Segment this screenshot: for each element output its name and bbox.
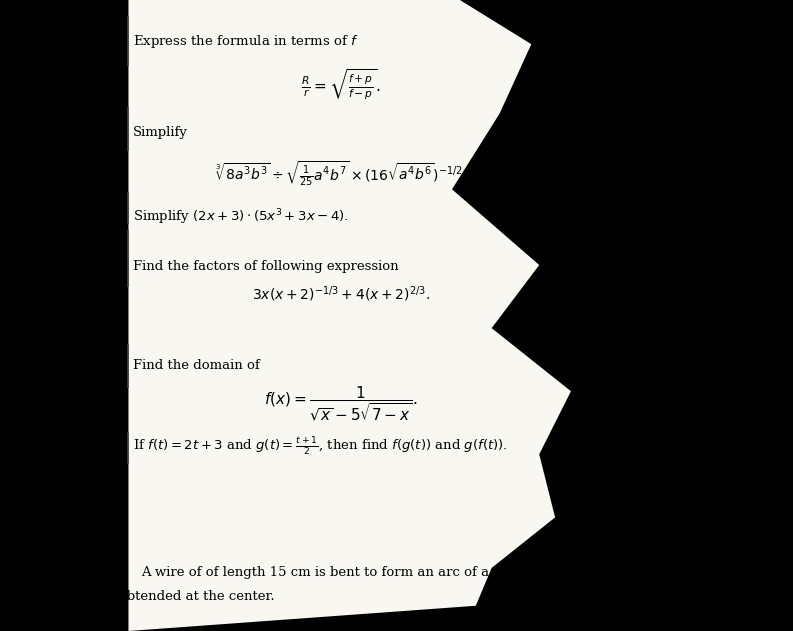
Polygon shape (128, 0, 571, 631)
Text: $3x(x+2)^{-1/3} + 4(x+2)^{2/3}.$: $3x(x+2)^{-1/3} + 4(x+2)^{2/3}.$ (252, 284, 430, 304)
Text: Find the domain of: Find the domain of (133, 360, 260, 372)
Text: Express the formula in terms of $f$: Express the formula in terms of $f$ (133, 33, 359, 49)
Text: $f(x) = \dfrac{1}{\sqrt{x}-5\sqrt{7-x}}.$: $f(x) = \dfrac{1}{\sqrt{x}-5\sqrt{7-x}}.… (264, 384, 418, 423)
Text: If $f(t) = 2t + 3$ and $g(t) = \frac{t+1}{2}$, then find $f(g(t))$ and $g(f(t)).: If $f(t) = 2t + 3$ and $g(t) = \frac{t+1… (133, 435, 508, 458)
Text: Simplify: Simplify (133, 126, 188, 139)
Text: $\frac{R}{r} = \sqrt{\frac{f+p}{f-p}}.$: $\frac{R}{r} = \sqrt{\frac{f+p}{f-p}}.$ (301, 68, 381, 102)
Text: $\sqrt[3]{8a^3b^3} \div \sqrt{\frac{1}{25}a^4b^7} \times (16\sqrt{a^4b^6})^{-1/2: $\sqrt[3]{8a^3b^3} \div \sqrt{\frac{1}{2… (215, 159, 467, 188)
Text: A wire of of length 15 cm is bent to form an arc of a circle with radius 6 cm.: A wire of of length 15 cm is bent to for… (141, 566, 652, 579)
Text: Find the factors of following expression: Find the factors of following expression (133, 260, 399, 273)
Text: Simplify $(2x + 3) \cdot (5x^3 + 3x - 4).$: Simplify $(2x + 3) \cdot (5x^3 + 3x - 4)… (133, 208, 349, 228)
Text: Find the angle subtended at the center.: Find the angle subtended at the center. (10, 590, 274, 603)
